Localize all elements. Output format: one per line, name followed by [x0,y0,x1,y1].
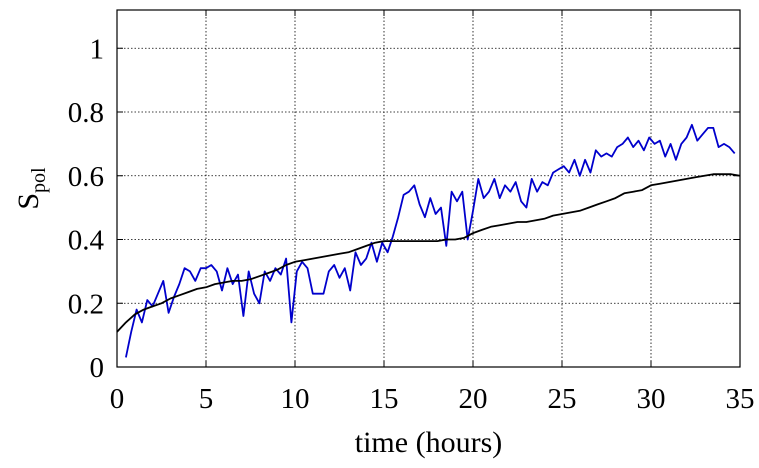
y-tick-label: 0 [90,352,105,384]
x-axis-ticks: 0 5 10 15 20 25 30 35 [110,10,755,415]
series-line-2 [116,173,741,333]
x-tick-label: 25 [548,383,577,415]
x-tick-label: 15 [370,383,399,415]
x-tick-label: 20 [459,383,488,415]
plot-frame [116,9,741,368]
grid-lines [117,10,740,367]
y-axis-ticks: 0 0.2 0.4 0.6 0.8 1 [68,33,740,384]
x-tick-label: 0 [110,383,125,415]
x-tick-label: 10 [281,383,310,415]
y-tick-label: 0.2 [68,288,104,320]
x-tick-label: 30 [637,383,666,415]
y-axis-label: Spol [12,167,50,210]
y-axis-label-subscript: pol [28,167,50,193]
y-tick-label: 0.6 [68,161,104,193]
y-axis-label-main: S [12,193,45,210]
series-layer [116,123,741,358]
series-line-1 [125,123,736,358]
x-tick-label: 5 [199,383,214,415]
y-tick-label: 0.8 [68,97,104,129]
x-axis-label: time (hours) [355,426,502,459]
x-tick-label: 35 [726,383,755,415]
y-tick-label: 0.4 [68,225,105,257]
y-tick-label: 1 [90,33,105,65]
